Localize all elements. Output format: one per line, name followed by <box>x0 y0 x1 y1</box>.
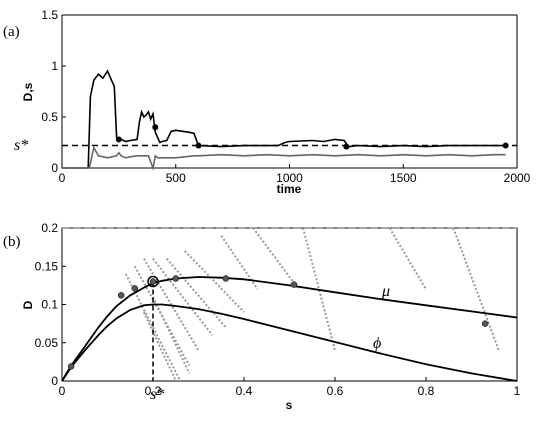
b-s-star-marker <box>147 275 159 288</box>
y-axis-label-b: D <box>21 300 35 309</box>
a-ytick-label-1: 0.5 <box>41 110 58 124</box>
panel-label-b: (b) <box>3 234 21 250</box>
a-ytick-label-0: 0 <box>51 161 58 175</box>
plot-area-b: 0 0.2 0.4 0.6 0.8 1 0 0.05 0.1 0.15 0.2 <box>35 221 521 398</box>
axes-b <box>61 227 518 382</box>
b-trajectory-10 <box>452 227 500 351</box>
s-star-label-b: s* <box>150 386 164 403</box>
a-xtick-label-3: 1500 <box>390 171 417 185</box>
panel-b: (b) 0 0.2 0.4 0.6 0.8 100.050.10.150.2 s D μ … <box>3 221 521 412</box>
b-trajectory-9 <box>388 227 427 290</box>
b-ytick-label-0: 0 <box>51 374 58 388</box>
b-xtick-label-3: 0.6 <box>327 384 344 398</box>
b-point-4 <box>172 275 179 282</box>
b-point-1 <box>117 292 125 299</box>
a-xtick-label-1: 500 <box>166 171 186 185</box>
b-curve-1 <box>61 303 518 382</box>
b-point-3 <box>149 278 157 285</box>
b-trajectory-5 <box>184 250 245 313</box>
x-axis-label-b: s <box>286 398 293 412</box>
a-xtick-label-0: 0 <box>59 171 66 185</box>
b-ytick-label-4: 0.2 <box>41 221 58 235</box>
b-trajectory-2 <box>143 258 200 351</box>
b-ytick-label-2: 0.1 <box>41 298 58 312</box>
x-axis-label-a: time <box>277 182 302 196</box>
a-marker-0 <box>115 136 122 143</box>
b-trajectory-4 <box>165 257 227 329</box>
b-point-7 <box>481 320 489 327</box>
b-trajectory-11 <box>142 311 177 382</box>
s-star-label-a: s* <box>14 137 28 154</box>
a-marker-1 <box>152 124 159 131</box>
b-xtick-label-0: 0 <box>59 384 66 398</box>
b-xtick-label-1: 0.2 <box>145 384 162 398</box>
b-trajectory-7 <box>252 227 300 290</box>
b-point-0 <box>67 363 75 370</box>
plot-area-a: 0 500 1000 1500 2000 0 0.5 1 1.5 <box>41 8 530 185</box>
a-series-line-1 <box>62 145 506 171</box>
mu-label: μ <box>381 283 390 300</box>
b-trajectory-8 <box>302 227 336 351</box>
b-point-5 <box>222 275 230 282</box>
a-marker-2 <box>195 142 202 149</box>
b-trajectory-3 <box>152 257 213 336</box>
b-trajectory-12 <box>152 296 191 374</box>
b-trajectory-0 <box>124 273 182 382</box>
panel-label-a: (a) <box>3 24 20 40</box>
b-xtick-label-4: 0.8 <box>418 384 435 398</box>
a-xtick-label-2: 1000 <box>276 171 303 185</box>
b-xtick-label-5: 1 <box>514 384 521 398</box>
a-ytick-label-2: 1 <box>51 59 58 73</box>
a-marker-4 <box>502 142 509 149</box>
a-marker-3 <box>343 143 350 150</box>
a-xtick-label-4: 2000 <box>504 171 531 185</box>
b-ytick-label-1: 0.05 <box>35 336 59 350</box>
panel-a: (a) 0 500 1000 1500 2000 0 0.5 1 1.5 time D,s s* <box>3 8 531 196</box>
a-ytick-label-3: 1.5 <box>41 8 58 22</box>
b-ytick-label-3: 0.15 <box>35 259 59 273</box>
y-axis-label-a: D,s <box>21 82 35 101</box>
b-point-6 <box>290 281 298 288</box>
b-curve-0 <box>61 276 518 382</box>
b-point-2 <box>131 285 139 292</box>
a-series-line-0 <box>62 69 506 169</box>
b-xtick-label-2: 0.4 <box>236 384 253 398</box>
phi-label: ϕ <box>373 335 381 352</box>
